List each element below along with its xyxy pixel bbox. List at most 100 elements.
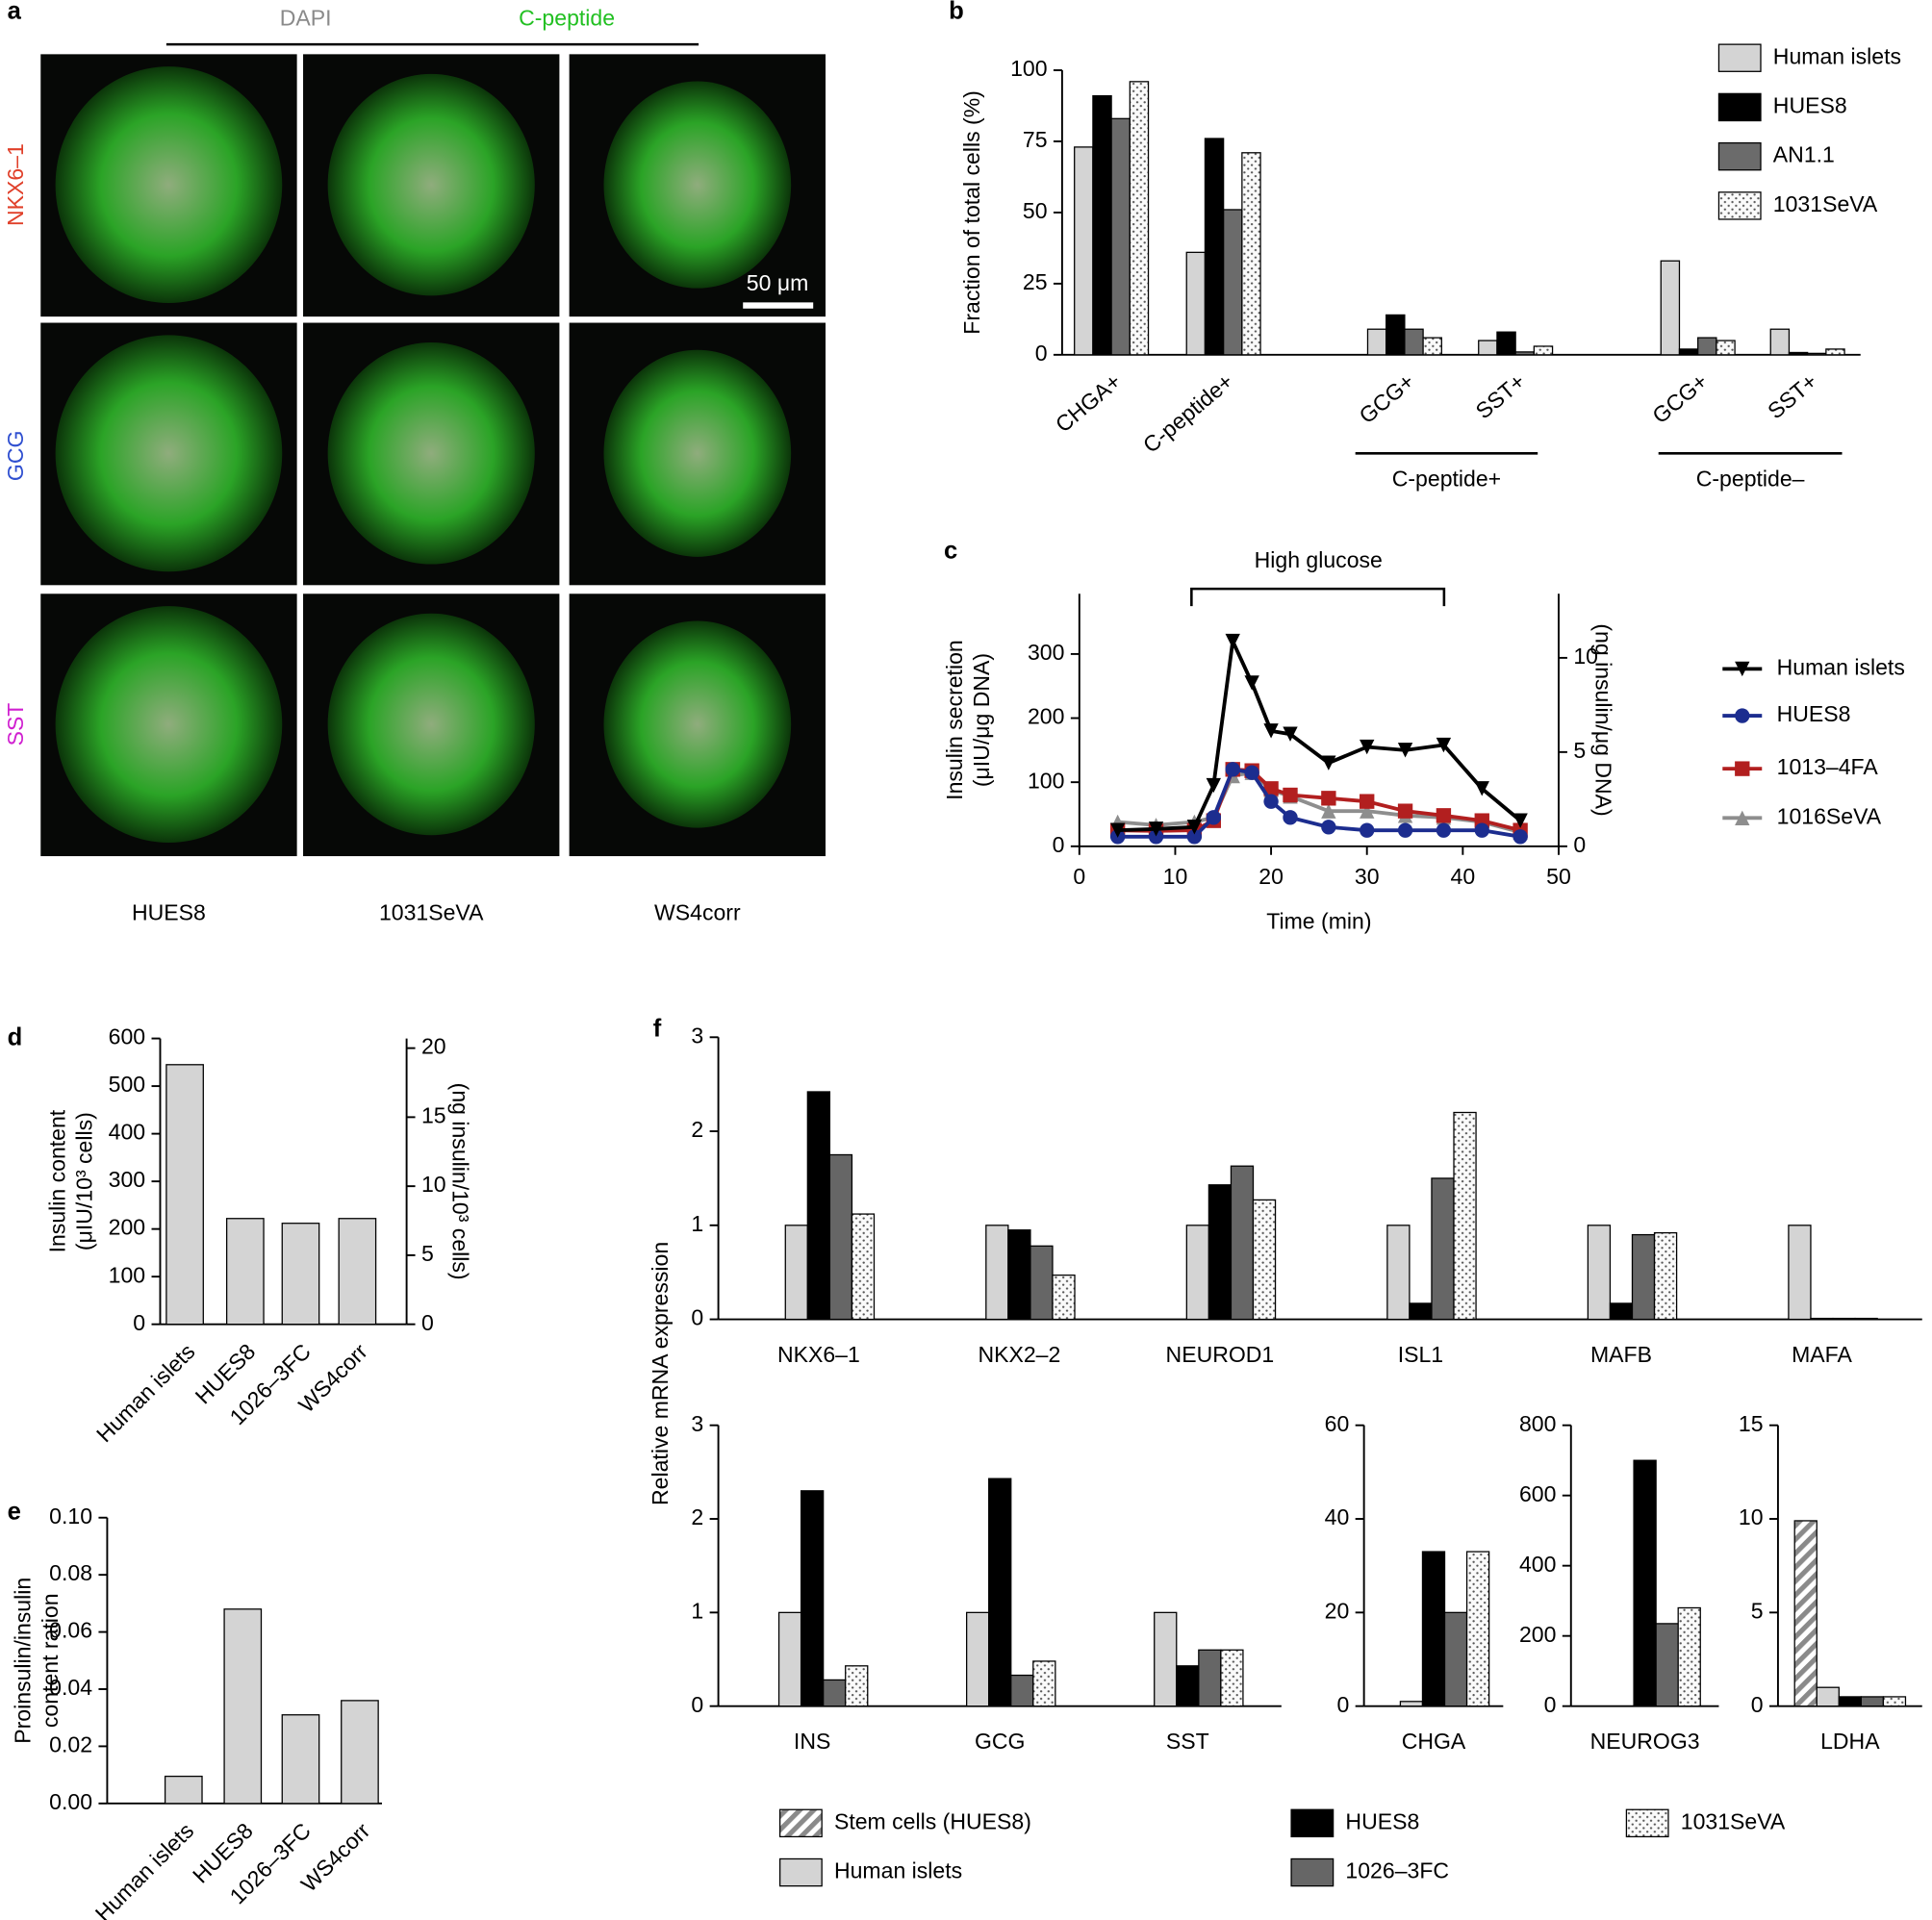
marker — [1109, 822, 1126, 838]
row-label: GCG — [3, 431, 28, 482]
bar — [1421, 1551, 1446, 1707]
legend-label: 1026–3FC — [1345, 1858, 1449, 1883]
islet — [327, 342, 535, 565]
legend-label: HUES8 — [1773, 93, 1847, 118]
bar — [1010, 1674, 1034, 1707]
bar — [1453, 1111, 1477, 1321]
legend-swatch — [1717, 92, 1762, 122]
bar — [845, 1665, 869, 1707]
bar — [1655, 1623, 1679, 1707]
legend-marker — [1735, 708, 1750, 723]
marker — [1474, 822, 1489, 838]
islet — [603, 620, 792, 828]
y-tick-label: 5 — [421, 1241, 434, 1266]
marker — [1263, 781, 1279, 796]
legend-swatch — [778, 1808, 823, 1838]
marker — [1283, 787, 1298, 803]
legend-swatch — [778, 1857, 823, 1887]
panel-label: d — [8, 1023, 23, 1050]
marker — [1206, 777, 1221, 794]
y-tick-label: 100 — [1028, 768, 1064, 793]
legend-label: 1016SeVA — [1777, 803, 1882, 828]
legend-swatch — [1290, 1857, 1335, 1887]
bar — [1007, 1229, 1031, 1321]
y-tick-label: 300 — [109, 1167, 145, 1192]
bar — [1816, 1686, 1840, 1707]
islet — [603, 81, 792, 289]
marker — [1397, 743, 1413, 758]
marker — [1360, 739, 1375, 755]
bar — [1185, 1225, 1210, 1321]
bar — [338, 1218, 377, 1326]
axis-label: Time (min) — [1266, 908, 1371, 933]
marker — [1474, 781, 1489, 796]
y-tick-label: 0 — [1035, 341, 1048, 366]
bar — [988, 1478, 1012, 1707]
y-tick-label: 600 — [1519, 1481, 1556, 1506]
marker — [1321, 791, 1336, 806]
bar — [985, 1225, 1009, 1321]
bar — [281, 1223, 320, 1326]
x-tick-label: 10 — [1163, 864, 1188, 889]
x-tick-label: INS — [794, 1729, 830, 1754]
legend-swatch — [1290, 1808, 1335, 1838]
legend-label: HUES8 — [1345, 1808, 1419, 1833]
bar — [1660, 260, 1681, 356]
panel-label: a — [8, 0, 22, 25]
y-tick-label: 0.04 — [49, 1675, 92, 1700]
row-label: SST — [3, 703, 28, 746]
bar — [1366, 328, 1387, 356]
bar — [1716, 340, 1736, 356]
axis-label: Insulin content — [45, 1109, 70, 1252]
annotation: High glucose — [1255, 547, 1383, 572]
x-tick-label: NKX6–1 — [777, 1342, 860, 1367]
y-tick-label: 100 — [1010, 56, 1047, 81]
axis-label: (ng insulin/μg DNA) — [1591, 623, 1616, 816]
y-tick-label: 100 — [109, 1262, 145, 1287]
marker — [1360, 803, 1375, 819]
y-tick-label: 1 — [691, 1598, 703, 1623]
bar — [1185, 251, 1207, 356]
bar — [1854, 1317, 1878, 1321]
y-tick-label: 10 — [1739, 1504, 1764, 1529]
bar — [1241, 152, 1261, 356]
bar — [823, 1679, 847, 1707]
y-tick-label: 3 — [691, 1023, 703, 1048]
y-tick-label: 600 — [109, 1024, 145, 1049]
bar — [165, 1064, 204, 1326]
islet — [55, 606, 283, 843]
islet — [327, 613, 535, 836]
bar — [1631, 1233, 1656, 1321]
bar — [1810, 1317, 1834, 1321]
bar — [777, 1611, 802, 1707]
axis-label: (μIU/μg DNA) — [969, 653, 994, 787]
x-tick-label: 30 — [1355, 864, 1380, 889]
axis-label: Proinsulin/insulin — [11, 1578, 36, 1744]
legend-swatch — [1717, 43, 1762, 72]
bar — [1533, 345, 1554, 356]
x-tick-label: NKX2–2 — [978, 1342, 1060, 1367]
marker — [1148, 829, 1164, 845]
bar — [1385, 314, 1406, 356]
y-tick-label: 400 — [1519, 1552, 1556, 1577]
marker — [1513, 813, 1528, 828]
y-tick-label: 800 — [1519, 1411, 1556, 1436]
bar — [1409, 1302, 1433, 1321]
bar — [828, 1153, 853, 1321]
x-tick-label: NEUROD1 — [1166, 1342, 1275, 1367]
bar — [1882, 1696, 1907, 1707]
bar — [1198, 1649, 1222, 1707]
bar — [1074, 146, 1094, 356]
x-tick-label: ISL1 — [1398, 1342, 1443, 1367]
x-tick-label: 50 — [1546, 864, 1571, 889]
islet — [603, 349, 792, 557]
y-tick-label: 5 — [1573, 738, 1586, 763]
bar — [1030, 1245, 1054, 1321]
bar — [1208, 1184, 1233, 1321]
y-tick-label: 200 — [109, 1215, 145, 1240]
bar — [341, 1700, 379, 1805]
glucose-bracket — [1190, 587, 1446, 607]
bar — [1032, 1660, 1056, 1707]
